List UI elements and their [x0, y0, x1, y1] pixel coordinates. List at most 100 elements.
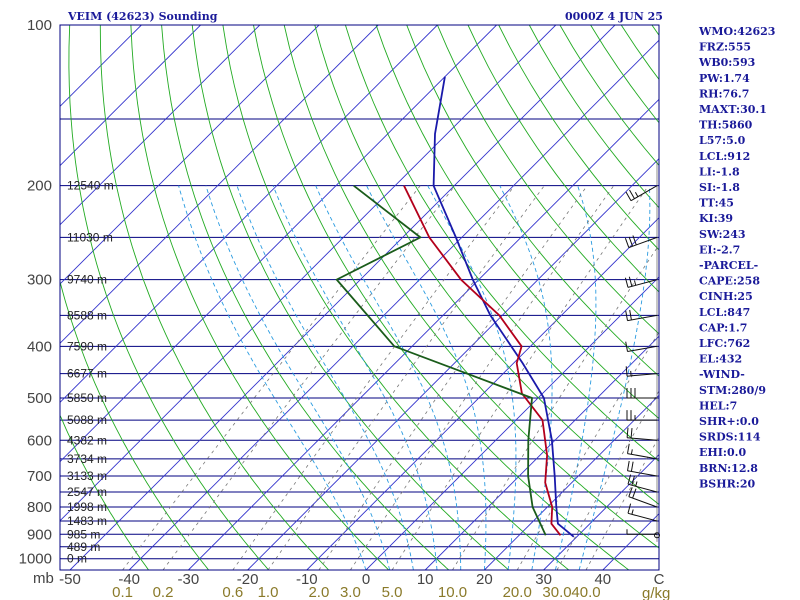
- isotherm-line: [60, 25, 557, 522]
- profiles: [335, 76, 575, 538]
- index-item: HEL:7: [699, 399, 737, 412]
- height-label: 3734 m: [67, 452, 107, 466]
- index-item: SHR+:0.0: [699, 415, 759, 428]
- mixing-ratio-line: [232, 185, 515, 570]
- wind-barb: [628, 487, 658, 508]
- barb-flag: [632, 488, 637, 499]
- barb-flag: [628, 276, 633, 287]
- pressure-tick-label: 1000: [19, 551, 52, 568]
- parcel-trace: [432, 76, 575, 538]
- index-item: EHI:0.0: [699, 446, 746, 459]
- index-item: TT:45: [699, 197, 734, 210]
- height-label: 3133 m: [67, 469, 107, 483]
- moist-adiabat-line: [554, 185, 597, 570]
- index-item: EI:-2.7: [699, 243, 740, 256]
- height-label: 9740 m: [67, 273, 107, 287]
- barb-flag: [624, 238, 630, 248]
- temperature-tick-label: -50: [59, 571, 81, 588]
- index-item: -WIND-: [699, 368, 745, 381]
- barb-staff: [627, 314, 658, 322]
- barb-flag: [630, 461, 634, 472]
- temperature-tick-label: -20: [237, 571, 259, 588]
- index-item: -PARCEL-: [699, 259, 758, 272]
- pressure-tick-label: 400: [27, 338, 52, 355]
- temperature-tick-label: 10: [417, 571, 434, 588]
- moist-adiabat-line: [205, 185, 391, 570]
- mixing-ratio-label: 40.0: [571, 584, 600, 600]
- isotherm-line: [188, 98, 659, 570]
- index-item: BRN:12.8: [699, 462, 758, 475]
- isotherm-line: [60, 25, 201, 167]
- pressure-tick-label: 800: [27, 499, 52, 516]
- dry-adiabat-line: [68, 25, 270, 570]
- moist-adiabat-line: [236, 185, 414, 570]
- index-item: MAXT:30.1: [699, 103, 767, 116]
- moist-adiabat-line: [178, 185, 367, 570]
- index-item: LCL:847: [699, 306, 750, 319]
- barb-flag: [629, 309, 632, 320]
- height-label: 489 m: [67, 540, 100, 554]
- dry-adiabat-line: [498, 25, 659, 251]
- dry-adiabat-line: [60, 413, 149, 570]
- barb-staff: [627, 470, 658, 477]
- dry-adiabat-line: [99, 25, 330, 570]
- dry-adiabat-line: [130, 25, 390, 570]
- pressure-tick-label: 200: [27, 178, 52, 195]
- moist-adiabat-line: [366, 185, 487, 570]
- barb-staff: [628, 236, 658, 249]
- index-item: PW:1.74: [699, 72, 750, 85]
- height-label: 5088 m: [67, 413, 107, 427]
- height-label: 1998 m: [67, 500, 107, 514]
- moist-adiabat-line: [272, 185, 438, 570]
- grid-lines: [60, 25, 659, 570]
- index-item: SI:-1.8: [699, 181, 740, 194]
- barb-half-flag: [630, 449, 633, 455]
- barb-flag: [627, 474, 632, 485]
- pressure-tick-label: 700: [27, 468, 52, 485]
- pressure-unit: mb: [33, 570, 54, 587]
- temperature-tick-label: 0: [362, 571, 370, 588]
- barb-flag: [629, 189, 635, 199]
- dry-adiabat-line: [253, 25, 630, 570]
- dry-adiabat-line: [283, 25, 659, 549]
- wind-barb: [627, 460, 658, 477]
- isotherm-line: [365, 276, 659, 570]
- barb-staff: [628, 496, 658, 508]
- barb-flag: [631, 475, 635, 486]
- barb-staff: [627, 512, 658, 522]
- wind-barb: [626, 388, 658, 399]
- barb-staff: [627, 453, 658, 460]
- temperature-tick-label: -40: [118, 571, 140, 588]
- height-label: 0 m: [67, 552, 87, 566]
- moist-adiabat-line: [578, 185, 651, 570]
- wind-barb: [625, 366, 658, 377]
- mixing-ratio-label: 3.0: [340, 584, 361, 600]
- height-label: 985 m: [67, 527, 100, 541]
- wind-barb: [626, 427, 658, 441]
- barb-staff: [627, 279, 658, 288]
- barb-flag: [627, 460, 630, 471]
- barb-staff: [630, 185, 658, 202]
- barb-flag: [625, 310, 628, 321]
- mixing-ratio-label: 0.6: [222, 584, 243, 600]
- barb-flag: [625, 191, 632, 201]
- station-title: VEIM (42623) Sounding: [67, 10, 218, 23]
- mixing-ratio-label: 30.0: [542, 584, 571, 600]
- dry-adiabat-line: [375, 25, 659, 420]
- wind-barb: [625, 185, 658, 202]
- index-item: SW:243: [699, 228, 746, 241]
- index-item: RH:76.7: [699, 87, 749, 100]
- height-label: 11030 m: [67, 230, 113, 244]
- dry-adiabat-line: [344, 25, 659, 462]
- pressure-tick-label: 600: [27, 432, 52, 449]
- mixing-ratio-line: [452, 244, 659, 570]
- mixing-ratio-line: [318, 185, 588, 570]
- barb-half-flag: [634, 280, 637, 286]
- surface-wind-marker: [654, 532, 660, 539]
- index-item: LCL:912: [699, 150, 750, 163]
- isotherm-line: [543, 453, 659, 570]
- wind-barb: [626, 529, 658, 535]
- wind-barb: [627, 474, 658, 493]
- temperature-tick-label: -30: [178, 571, 200, 588]
